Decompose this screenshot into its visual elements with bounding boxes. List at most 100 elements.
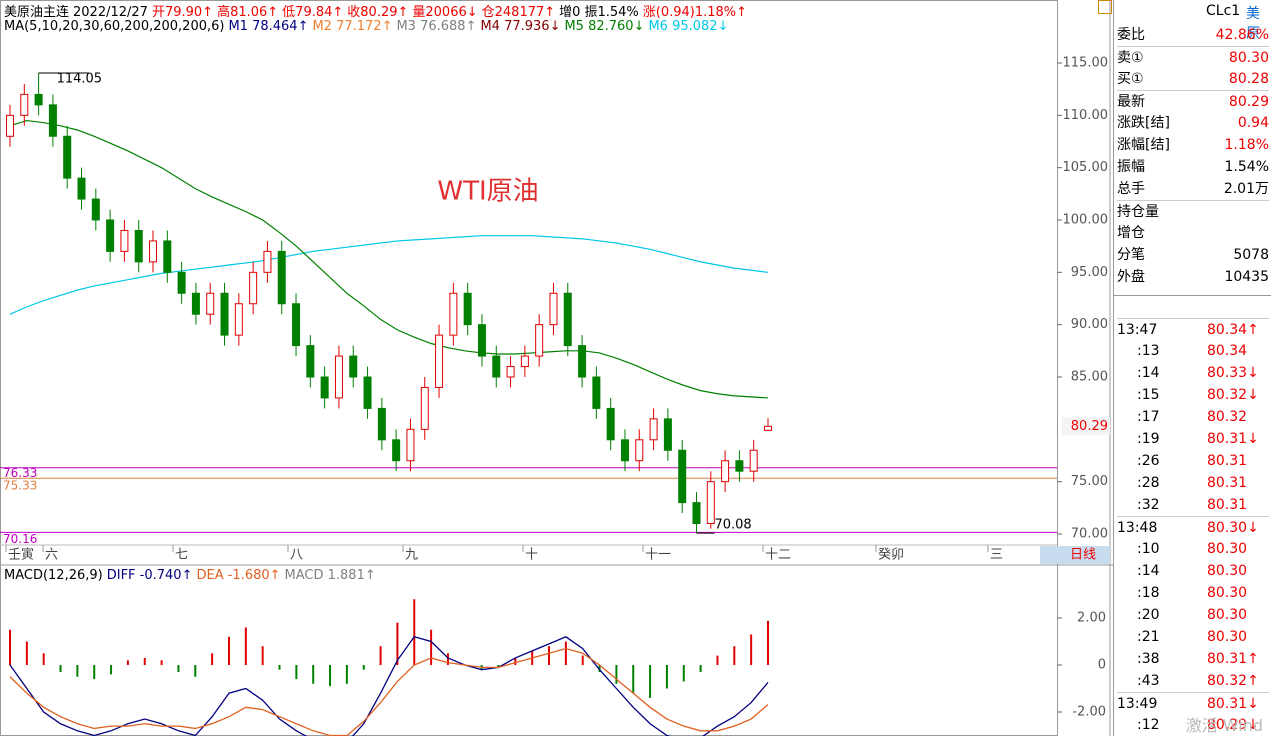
quote-row: 振幅 1.54% [1117,156,1269,178]
trade-time: 13:49 [1117,696,1158,712]
level-label: 70.16 [3,532,37,546]
candle-body [749,449,758,472]
trade-row: :17 80.32 [1117,406,1269,428]
quote-row: 增仓 [1117,222,1269,244]
date-label: 六 [45,548,58,563]
name: 美原 [1246,6,1260,42]
trade-row: :20 80.30 [1117,604,1269,626]
ma-line [9,235,769,315]
quote-row: 涨跌[结] 0.94 [1117,112,1269,134]
trade-time: :13 [1137,343,1160,359]
dea-line [9,647,769,736]
legend-item: 量20066↓ [412,5,478,20]
candle-body [706,481,715,525]
trade-row: :14 80.30 [1117,560,1269,582]
candle-body [620,439,629,462]
trade-price: 80.31↓ [1207,431,1259,447]
trade-price: 80.29↓ [1207,717,1259,733]
trade-time: :20 [1137,607,1160,623]
last-price-label: 80.29 [1071,419,1108,434]
trade-price: 80.32↑ [1207,673,1259,689]
candle-body [63,135,72,179]
y-tick-label: 85.00 [1071,370,1108,385]
candle-body [420,386,429,430]
legend-item: DIFF -0.740↑ [106,568,193,583]
legend-item: 仓248177↑ [481,5,556,20]
quote-row: 总手 2.01万 [1117,178,1269,200]
candle-body [606,407,615,441]
trade-row: :13 80.34 [1117,340,1269,362]
trade-row: :38 80.31↑ [1117,648,1269,670]
candle-body [492,355,501,378]
candle-body [220,292,229,336]
trade-row: :15 80.32↓ [1117,384,1269,406]
date-label: 三 [990,548,1003,563]
trade-row: 13:47 80.34↑ [1117,318,1269,341]
candle-body [663,418,672,451]
quote-label: 总手 [1117,181,1145,197]
quote-label: 外盘 [1117,269,1145,285]
legend-item: MACD(12,26,9) [4,568,103,583]
candle-body [191,292,200,315]
trade-row: 13:48 80.30↓ [1117,516,1269,539]
trade-price: 80.32 [1207,409,1248,425]
quote-label: 委比 [1117,27,1145,43]
candle-body [20,93,29,116]
trade-price: 80.31 [1207,475,1248,491]
candle-body [549,292,558,326]
trade-time: 13:48 [1117,520,1158,536]
chart-title: WTI原油 [437,177,538,207]
quote-label: 买① [1117,71,1144,87]
quote-row: 涨幅[结] 1.18% [1117,134,1269,156]
header: 美原油主连 2022/12/27 开79.90↑ 高81.06↑ 低79.84↑ 收80.… [4,1,751,20]
candle-body [349,355,358,378]
trade-price: 80.30 [1207,585,1248,601]
trade-row: :18 80.30 [1117,582,1269,604]
trade-time: :15 [1137,387,1160,403]
y-tick-label: 2.00 [1077,611,1106,626]
legend-item: MA(5,10,20,30,60,200,200,200,6) [4,19,225,34]
period-label: 日线 [1070,548,1096,563]
frame [0,0,1058,736]
y-tick-label: 110.00 [1063,108,1109,123]
trade-row: :21 80.30 [1117,626,1269,648]
y-tick-label: 105.00 [1063,160,1109,175]
trade-time: :32 [1137,497,1160,513]
candle-body [363,376,372,409]
quote-value: 80.30 [1228,50,1269,66]
candle-body [735,460,744,472]
quote-value: 1.18% [1224,137,1269,153]
macd-panel [9,599,769,736]
candle-body [392,439,401,462]
candle-body [249,271,258,305]
candle-body [520,355,529,368]
candle-body [306,345,315,378]
side-panel: CLc1 美原 委比 42.86% 卖① 80.30 买① 80.28 最新 80.29 涨跌[结]… [1098,0,1271,736]
candle-body [77,177,86,200]
candle-body [234,303,243,336]
quote-value: 5078 [1233,247,1269,263]
trade-time: :14 [1137,365,1160,381]
legend-item: 开79.90↑ [151,5,214,20]
candle-body [134,229,143,263]
trade-price: 80.31↓ [1207,696,1259,712]
trade-row: 13:49 80.31↓ [1117,692,1269,715]
legend-item: M5 82.760↓ [564,19,645,34]
date-label: 癸卯 [878,548,904,563]
trade-time: :38 [1137,651,1160,667]
legend-item: 高81.06↑ [217,5,279,20]
candle-body [263,250,272,273]
trade-row: :12 80.29↓ [1117,714,1269,736]
candle-body [106,219,115,252]
last-price-box [1062,417,1110,436]
quote-value: 80.29 [1228,94,1269,110]
candle-body [206,292,215,315]
quote-label: 振幅 [1117,159,1145,175]
legend-item: 增0 [559,5,581,20]
trade-time: :21 [1137,629,1160,645]
candle-body [692,502,701,525]
macd-legend: MACD(12,26,9) DIFF -0.740↑ DEA -1.680↑ MACD… [4,568,380,583]
legend-item: DEA -1.680↑ [196,568,281,583]
candle-body [334,355,343,399]
